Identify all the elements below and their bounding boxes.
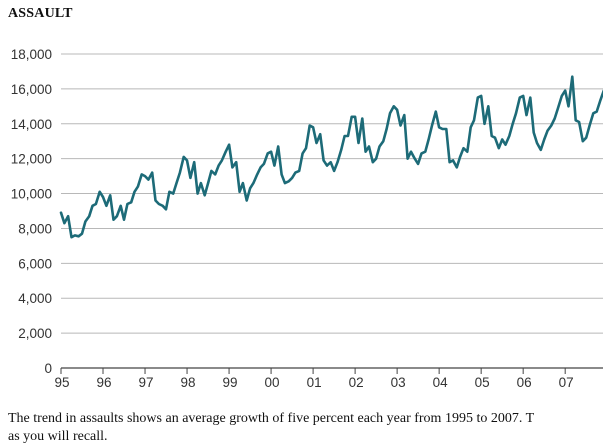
y-tick-label: 12,000 bbox=[11, 152, 52, 167]
x-tick-label: 05 bbox=[475, 375, 490, 390]
y-tick-label: 4,000 bbox=[18, 291, 52, 306]
chart-caption: The trend in assaults shows an average g… bbox=[8, 410, 603, 446]
y-tick-label: 6,000 bbox=[18, 256, 52, 271]
line-chart: 0 2,000 4,000 6,000 8,000 10,000 12,000 14,000 1… bbox=[11, 47, 603, 390]
x-tick-label: 02 bbox=[349, 375, 364, 390]
x-tick-label: 99 bbox=[223, 375, 238, 390]
y-tick-label: 2,000 bbox=[18, 326, 52, 341]
x-tick-label: 98 bbox=[181, 375, 196, 390]
y-axis-ticks: 0 2,000 4,000 6,000 8,000 10,000 12,000 14,000 1… bbox=[11, 47, 52, 376]
y-tick-label: 10,000 bbox=[11, 187, 52, 202]
series-layer bbox=[59, 75, 603, 239]
x-tick-label: 97 bbox=[139, 375, 154, 390]
chart-title: ASSAULT bbox=[8, 6, 73, 21]
y-tick-label: 8,000 bbox=[18, 221, 52, 236]
x-tick-label: 03 bbox=[391, 375, 406, 390]
y-tick-label: 14,000 bbox=[11, 117, 52, 132]
series-line bbox=[59, 75, 603, 239]
x-axis-ticks: 95 96 97 98 99 00 01 02 03 04 05 06 07 bbox=[54, 368, 574, 390]
x-tick-label: 07 bbox=[559, 375, 574, 390]
x-tick-label: 95 bbox=[54, 375, 69, 390]
x-tick-label: 00 bbox=[265, 375, 280, 390]
x-tick-label: 01 bbox=[307, 375, 322, 390]
y-tick-label: 0 bbox=[44, 361, 52, 376]
y-tick-label: 18,000 bbox=[11, 47, 52, 62]
caption-line-2: as you will recall. bbox=[8, 429, 108, 444]
caption-line-1: The trend in assaults shows an average g… bbox=[8, 411, 535, 426]
x-tick-label: 04 bbox=[433, 375, 449, 390]
x-tick-label: 96 bbox=[96, 375, 111, 390]
y-tick-label: 16,000 bbox=[11, 82, 52, 97]
x-tick-label: 06 bbox=[517, 375, 532, 390]
